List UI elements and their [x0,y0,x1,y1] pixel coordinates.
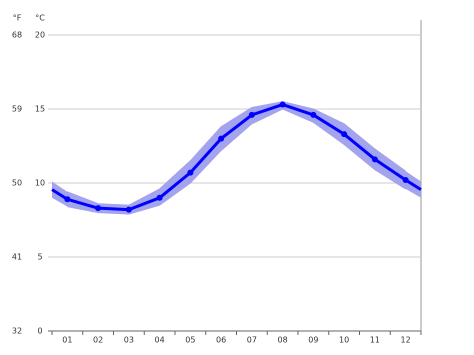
high-line [67,101,406,206]
x-tick-label: 12 [401,336,411,345]
x-tick-label: 01 [62,336,72,345]
x-tick-label: 02 [93,336,103,345]
x-tick-label: 06 [216,336,226,345]
x-tick-label: 09 [308,336,318,345]
y-tick-label: 20 [35,31,45,40]
y2-tick-label: 41 [12,253,22,262]
point [64,196,71,203]
point [279,101,286,108]
point [95,205,102,212]
line-edge [404,178,422,191]
x-tick-label: 11 [370,336,380,345]
point [187,169,194,176]
point [402,177,409,184]
point [248,111,255,118]
y2-tick-label: 32 [12,327,22,336]
point [218,135,225,142]
y2-tick-label: 50 [12,179,22,188]
x-tick-label: 08 [278,336,288,345]
x-tick-label: 07 [247,336,257,345]
point [371,156,378,163]
x-tick-label: 10 [339,336,349,345]
range-band [52,101,421,215]
point [310,111,317,118]
line-edge [51,188,69,201]
x-tick-label: 03 [124,336,134,345]
low-line [67,108,406,215]
point [125,206,132,213]
x-tick-label: 05 [185,336,195,345]
point [156,194,163,201]
mean-line [66,103,407,212]
y-tick-label: 10 [35,179,45,188]
y-tick-label: 5 [37,253,42,262]
y-tick-label: 15 [35,105,45,114]
x-tick-label: 04 [155,336,165,345]
y2-tick-label: 59 [12,105,22,114]
y-axis-label: °C [35,14,45,23]
y2-axis-label: °F [13,14,22,23]
y2-tick-label: 68 [12,31,22,40]
y-tick-label: 0 [37,327,42,336]
point [341,131,348,138]
